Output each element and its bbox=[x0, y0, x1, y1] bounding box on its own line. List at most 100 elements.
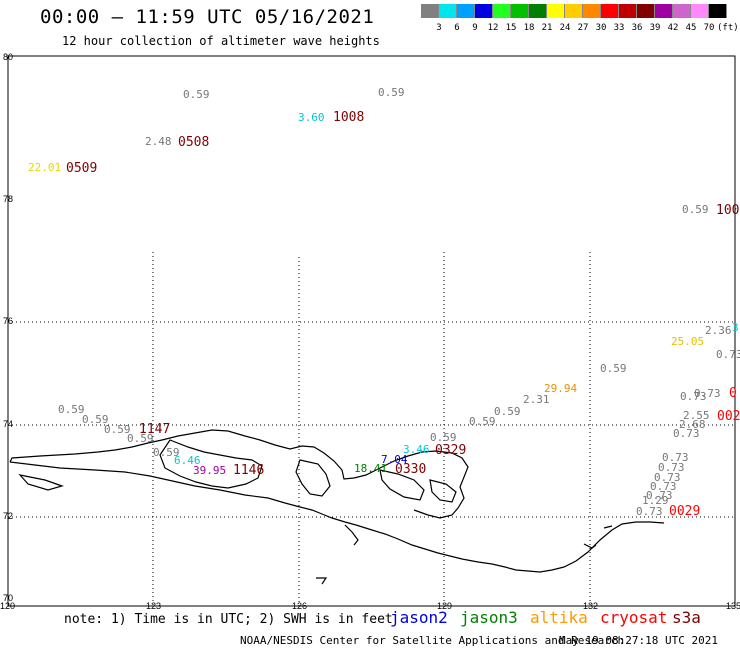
colorbar-swatch bbox=[493, 4, 511, 18]
colorbar-swatch bbox=[601, 4, 619, 18]
coastline bbox=[9, 429, 665, 585]
footer-timestamp: May 19 08:27:18 UTC 2021 bbox=[559, 634, 718, 647]
obs-label: 39.95 bbox=[193, 464, 226, 477]
footer: NOAA/NESDIS Center for Satellite Applica… bbox=[240, 634, 730, 647]
obs-label: 0.73 bbox=[654, 471, 681, 484]
colorbar-swatch bbox=[673, 4, 691, 18]
colorbar-label: 18 bbox=[523, 23, 535, 33]
graticule bbox=[8, 252, 735, 606]
obs-label: 7.04 bbox=[381, 453, 408, 466]
y-axis-label: 76 bbox=[3, 316, 13, 326]
colorbar-label: 24 bbox=[559, 23, 571, 33]
obs-label: 0.59 bbox=[378, 86, 405, 99]
colorbar-label: 70 bbox=[703, 23, 715, 33]
x-axis-label: 135 bbox=[726, 601, 740, 611]
legend-altika: altika bbox=[530, 608, 588, 627]
observation-labels: 0.59 0.59 3.60 1008 2.48 0508 22.01 0509… bbox=[28, 86, 740, 519]
x-axis-label: 120 bbox=[0, 601, 15, 611]
legend-s3a: s3a bbox=[672, 608, 701, 627]
obs-label: 100 bbox=[716, 203, 739, 218]
colorbar-label: 6 bbox=[454, 23, 460, 33]
obs-label: 0.59 bbox=[82, 413, 109, 426]
colorbar-swatch bbox=[439, 4, 457, 18]
y-axis-label: 70 bbox=[3, 593, 13, 603]
obs-label: 0.59 bbox=[58, 403, 85, 416]
map-frame bbox=[7, 55, 736, 607]
obs-label: 0.59 bbox=[469, 415, 496, 428]
colorbar-unit: (ft) bbox=[717, 23, 739, 33]
footer-credit: NOAA/NESDIS Center for Satellite Applica… bbox=[240, 634, 625, 647]
colorbar-label: 45 bbox=[685, 23, 697, 33]
y-axis-label: 72 bbox=[3, 511, 13, 521]
colorbar-swatch bbox=[637, 4, 655, 18]
obs-label: 29.94 bbox=[544, 382, 577, 395]
legend-jason2: jason2 bbox=[390, 608, 448, 627]
obs-label: 0.59 bbox=[430, 431, 457, 444]
obs-label: 22.01 bbox=[28, 161, 61, 174]
y-axis-label: 80 bbox=[3, 52, 13, 62]
obs-label: 0.73 bbox=[694, 387, 721, 400]
colorbar-swatch bbox=[565, 4, 583, 18]
obs-label: 0.59 bbox=[183, 88, 210, 101]
obs-label: 1146 bbox=[233, 463, 264, 478]
obs-label: 0330 bbox=[395, 462, 426, 477]
obs-label: 18.41 bbox=[354, 462, 387, 475]
obs-label: 0509 bbox=[66, 161, 97, 176]
colorbar-swatch bbox=[457, 4, 475, 18]
x-axis-label: 129 bbox=[437, 601, 452, 611]
y-axis-label: 78 bbox=[3, 194, 13, 204]
obs-label: 3 bbox=[732, 321, 739, 334]
obs-label: 0.59 bbox=[153, 446, 180, 459]
obs-label: 0 bbox=[729, 386, 737, 401]
obs-label: 0.73 bbox=[646, 489, 673, 502]
units-note: note: 1) Time is in UTC; 2) SWH is in fe… bbox=[64, 612, 393, 627]
obs-label: 0.73 bbox=[636, 505, 663, 518]
colorbar-swatch bbox=[709, 4, 727, 18]
obs-label: 0.59 bbox=[104, 423, 131, 436]
colorbar-label: 36 bbox=[631, 23, 643, 33]
obs-label: 0.73 bbox=[658, 461, 685, 474]
colorbar-swatch bbox=[421, 4, 439, 18]
y-axis-label: 74 bbox=[3, 419, 13, 429]
x-axis-label: 132 bbox=[583, 601, 598, 611]
colorbar-label: 9 bbox=[472, 23, 478, 33]
colorbar-swatch bbox=[475, 4, 493, 18]
obs-label: 0508 bbox=[178, 135, 209, 150]
obs-label: 002 bbox=[717, 409, 740, 424]
obs-label: 0.59 bbox=[600, 362, 627, 375]
obs-label: 2.31 bbox=[523, 393, 550, 406]
colorbar-label: 15 bbox=[505, 23, 517, 33]
obs-label: 1.29 bbox=[642, 494, 669, 507]
colorbar-label: 27 bbox=[577, 23, 589, 33]
obs-label: 2.55 bbox=[683, 409, 710, 422]
colorbar-label: 3 bbox=[436, 23, 442, 33]
obs-label: 6.46 bbox=[174, 454, 201, 467]
colorbar-label: 39 bbox=[649, 23, 661, 33]
obs-label: 0.59 bbox=[127, 432, 154, 445]
colorbar-swatch bbox=[619, 4, 637, 18]
obs-label: 0.73 bbox=[673, 427, 700, 440]
legend-cryosat: cryosat bbox=[600, 608, 668, 627]
obs-label: 3.60 bbox=[298, 111, 325, 124]
obs-label: 0029 bbox=[669, 504, 700, 519]
colorbar-swatch bbox=[655, 4, 673, 18]
obs-label: 2.48 bbox=[145, 135, 172, 148]
obs-label: 25.05 bbox=[671, 335, 704, 348]
colorbar-label: 12 bbox=[487, 23, 499, 33]
obs-label: 0.73 bbox=[680, 390, 707, 403]
obs-label: 1147 bbox=[139, 422, 170, 437]
colorbar-swatch bbox=[583, 4, 601, 18]
colorbar-label: 42 bbox=[667, 23, 679, 33]
colorbar-label: 30 bbox=[595, 23, 607, 33]
colorbar-swatch bbox=[529, 4, 547, 18]
colorbar-swatch bbox=[511, 4, 529, 18]
colorbar-label: 21 bbox=[541, 23, 553, 33]
x-axis-label: 123 bbox=[146, 601, 161, 611]
obs-label: 0.73 bbox=[650, 480, 677, 493]
page-title: 00:00 – 11:59 UTC 05/16/2021 bbox=[40, 6, 375, 28]
obs-label: 1008 bbox=[333, 110, 364, 125]
obs-label: 3.46 bbox=[403, 443, 430, 456]
obs-label: 0.73 bbox=[716, 348, 740, 361]
